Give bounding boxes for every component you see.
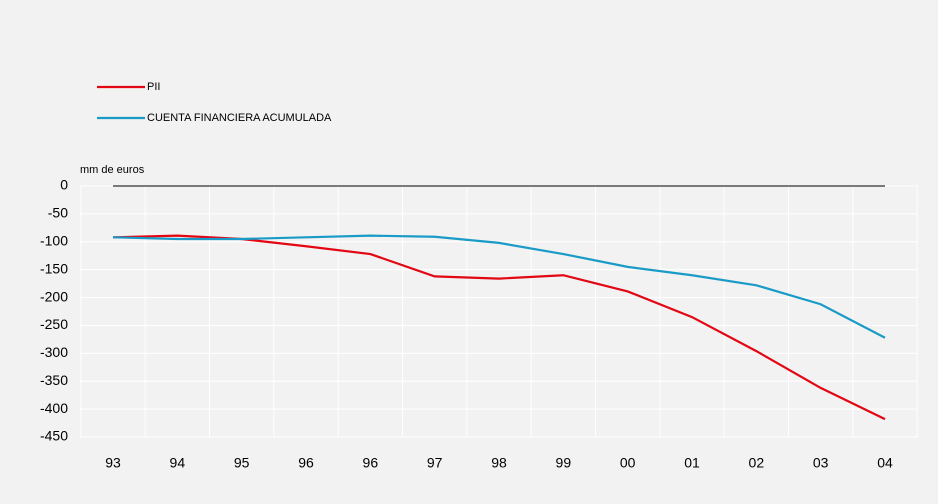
x-tick-label: 04 (877, 455, 893, 471)
x-tick-label: 00 (620, 455, 636, 471)
legend-label: CUENTA FINANCIERA ACUMULADA (147, 112, 332, 124)
x-tick-label: 95 (234, 455, 250, 471)
y-tick-label: -50 (48, 205, 68, 221)
y-tick-label: -400 (40, 400, 68, 416)
x-tick-label: 01 (684, 455, 700, 471)
y-tick-label: -450 (40, 428, 68, 444)
x-tick-label: 98 (491, 455, 507, 471)
x-tick-label: 99 (556, 455, 572, 471)
x-tick-label: 02 (749, 455, 765, 471)
y-tick-label: -100 (40, 232, 68, 248)
legend-label: PII (147, 81, 160, 93)
line-series (112, 234, 886, 339)
y-tick-label: -200 (40, 288, 68, 304)
x-tick-label: 96 (363, 455, 379, 471)
x-tick-label: 94 (170, 455, 186, 471)
y-tick-label: -250 (40, 316, 68, 332)
x-tick-label: 97 (427, 455, 443, 471)
y-tick-label: -150 (40, 260, 68, 276)
y-axis-label: mm de euros (80, 164, 145, 176)
x-tick-label: 03 (813, 455, 829, 471)
y-tick-label: 0 (60, 177, 68, 193)
y-tick-label: -300 (40, 344, 68, 360)
x-tick-label: 93 (105, 455, 121, 471)
y-tick-label: -350 (40, 372, 68, 388)
x-tick-label: 96 (298, 455, 314, 471)
